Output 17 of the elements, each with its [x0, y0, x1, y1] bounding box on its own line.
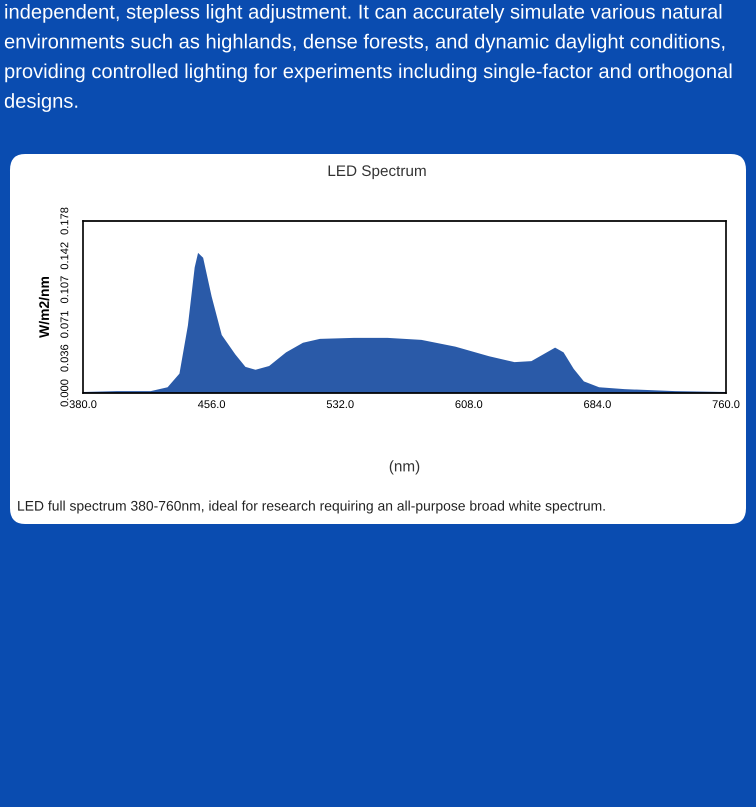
y-axis-title: W/m2/nm [38, 276, 50, 338]
x-tick-label: 684.0 [584, 400, 611, 408]
y-tick-label: 0.036 [60, 344, 68, 372]
chart-title: LED Spectrum [328, 165, 426, 180]
y-tick-label: 0.071 [60, 311, 68, 338]
x-tick-label: 456.0 [198, 400, 226, 408]
x-tick-label: 532.0 [326, 400, 354, 408]
y-tick-label: 0.142 [60, 242, 68, 270]
text: LED full spectrum 380-760nm, ideal for research requiring an all-purpose broad white spectrum. [18, 500, 605, 514]
x-axis-title: (nm) [390, 460, 420, 475]
y-tick-label: 0.107 [60, 276, 68, 304]
y-tick-label: 0.000 [60, 380, 68, 406]
y-tick-label: 0.178 [60, 208, 68, 234]
x-tick-label: 380.0 [70, 400, 96, 408]
text: independent, stepless light adjustment. It can accurately simulate various natural environments such as highlands, dense forests, and dynamic daylight conditions, providing controlled lighting for experiments including single-factor and orthogonal designs. [4, 4, 732, 112]
x-tick-label: 608.0 [455, 400, 482, 408]
x-tick-label: 760.0 [712, 400, 740, 408]
